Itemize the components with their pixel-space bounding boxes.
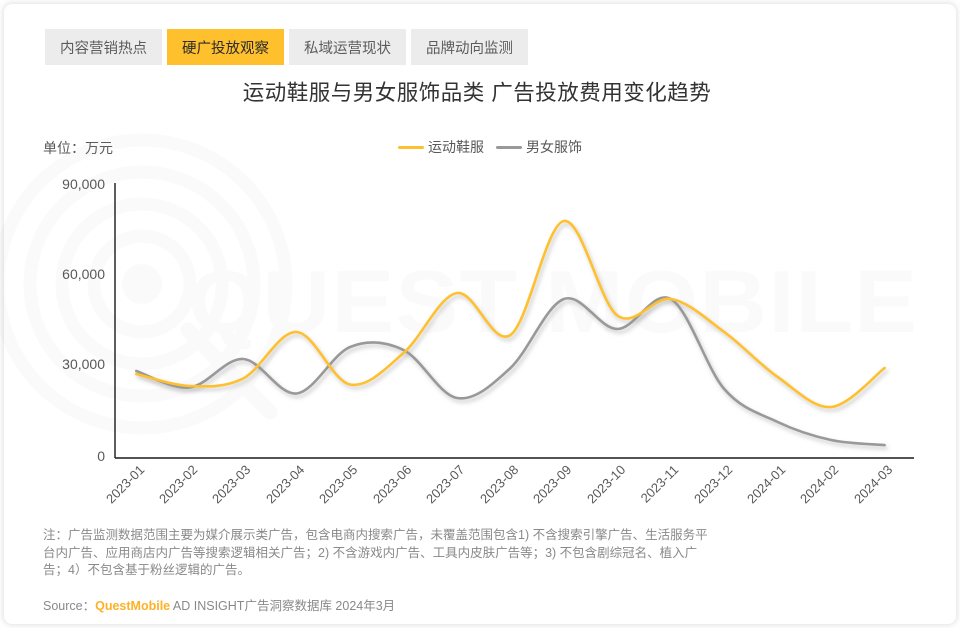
svg-text:QUEST MOBILE: QUEST MOBILE (188, 252, 918, 351)
